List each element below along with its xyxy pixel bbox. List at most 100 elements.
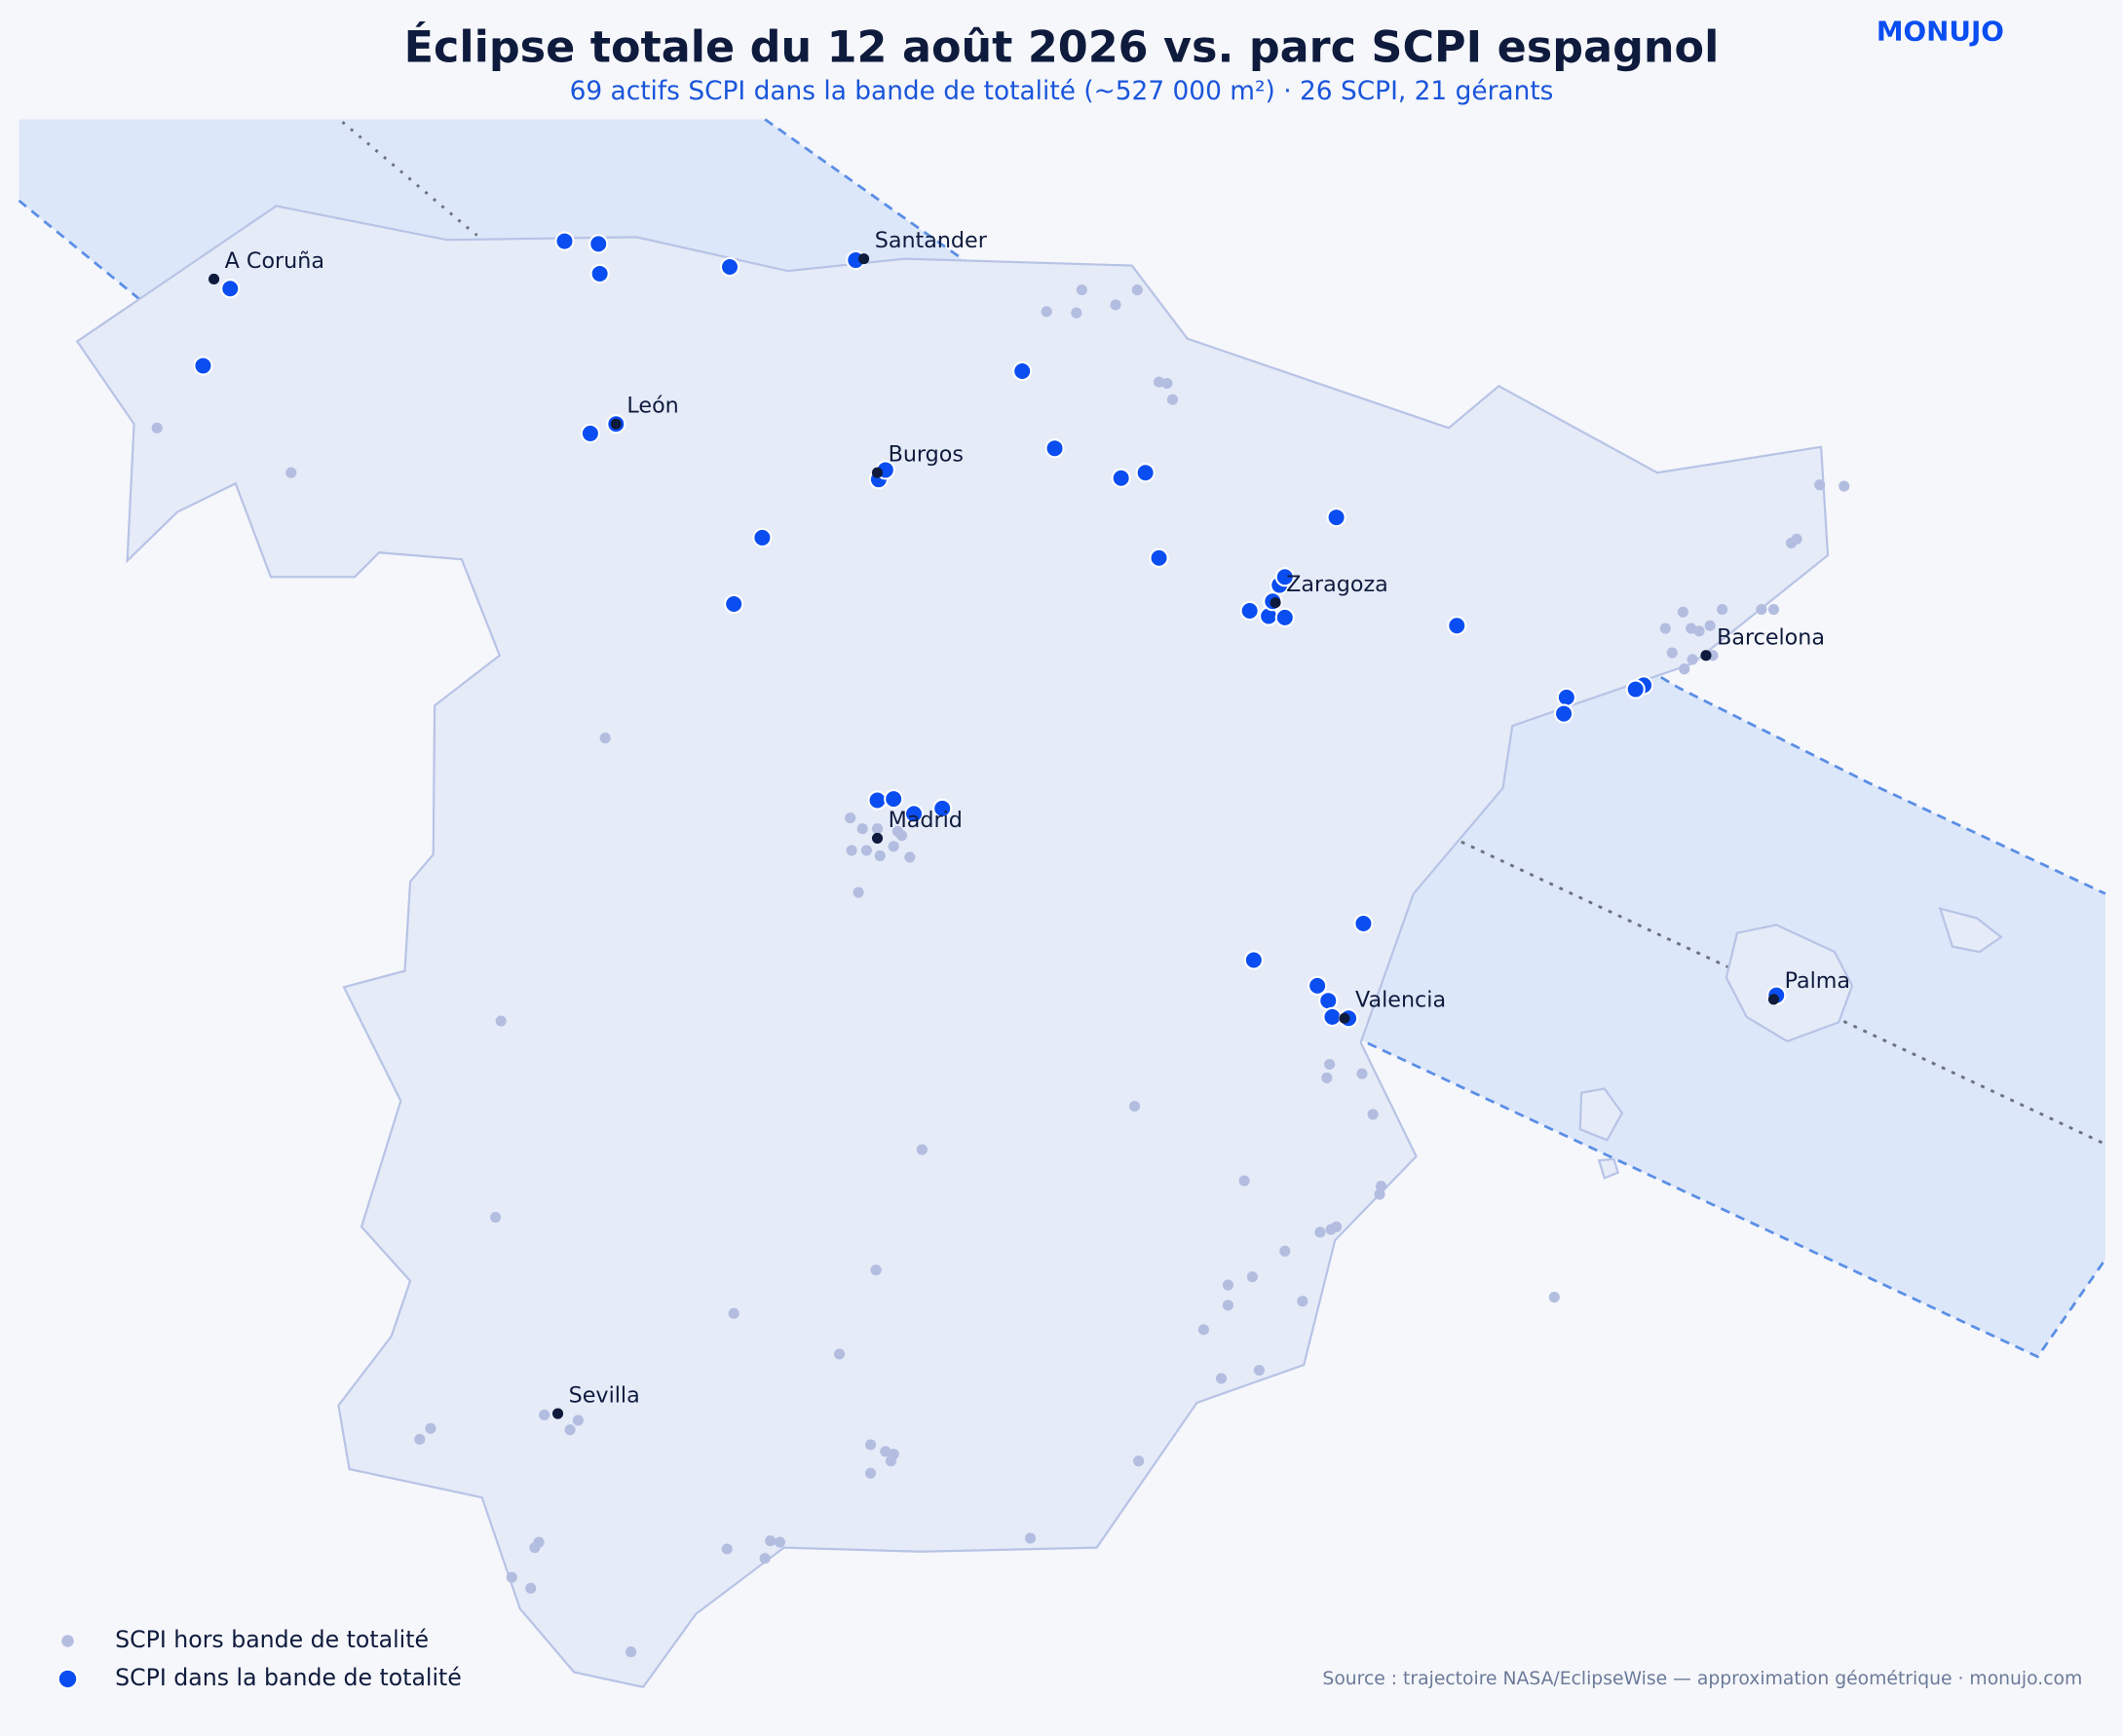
city-label: Zaragoza	[1286, 572, 1388, 597]
scpi-outside	[845, 812, 856, 824]
city-label: Santander	[875, 228, 988, 253]
scpi-outside	[564, 1424, 576, 1436]
scpi-inside	[1044, 438, 1065, 459]
scpi-outside	[1297, 1296, 1308, 1307]
brand: MONUJO	[1877, 16, 2004, 48]
scpi-outside	[870, 1264, 882, 1276]
mallorca	[1725, 924, 1854, 1043]
scpi-inside	[580, 423, 600, 443]
scpi-outside	[864, 1467, 877, 1479]
scpi-outside	[151, 422, 163, 434]
scpi-inside	[1012, 360, 1033, 382]
scpi-outside	[1253, 1365, 1265, 1377]
scpi-outside	[1767, 604, 1780, 616]
scpi-outside	[1222, 1279, 1233, 1291]
city-marker	[610, 418, 622, 430]
formentera	[1597, 1157, 1620, 1180]
scpi-outside	[1693, 625, 1705, 637]
band-north-edge	[764, 118, 2106, 895]
scpi-outside	[1215, 1373, 1228, 1384]
city-marker	[1767, 994, 1780, 1005]
scpi-outside	[853, 887, 864, 898]
city-label: Sevilla	[569, 1382, 640, 1408]
menorca	[1938, 907, 2003, 954]
scpi-outside	[1677, 606, 1688, 618]
scpi-outside	[1041, 306, 1052, 318]
scpi-inside	[752, 527, 773, 547]
city-marker	[209, 273, 220, 285]
scpi-outside	[572, 1415, 584, 1426]
scpi-outside	[1375, 1181, 1387, 1192]
scpi-outside	[539, 1409, 550, 1420]
scpi-outside	[490, 1211, 502, 1224]
scpi-outside	[1110, 299, 1121, 311]
scpi-outside	[765, 1535, 777, 1547]
scpi-outside	[1153, 376, 1165, 388]
scpi-outside	[860, 845, 872, 856]
scpi-outside	[1324, 1058, 1336, 1071]
scpi-outside	[856, 823, 868, 835]
scpi-outside	[759, 1553, 771, 1565]
scpi-outside	[495, 1015, 507, 1027]
scpi-outside	[1791, 533, 1802, 545]
legend-label: SCPI hors bande de totalité	[115, 1626, 429, 1653]
scpi-outside	[1279, 1245, 1291, 1257]
title: Éclipse totale du 12 août 2026 vs. parc …	[404, 21, 1720, 73]
city-label: León	[626, 394, 678, 419]
scpi-outside	[1839, 480, 1850, 492]
scpi-outside	[1024, 1532, 1037, 1544]
scpi-inside	[1318, 991, 1339, 1011]
spain	[75, 205, 1830, 1688]
scpi-outside	[1367, 1109, 1379, 1120]
scpi-inside	[932, 798, 953, 818]
scpi-inside	[588, 234, 609, 254]
scpi-outside	[626, 1646, 637, 1658]
scpi-inside	[1322, 1006, 1343, 1027]
scpi-inside	[1243, 950, 1264, 970]
scpi-outside	[885, 1455, 896, 1467]
city-marker	[1270, 597, 1281, 609]
scpi-outside	[774, 1536, 786, 1548]
scpi-outside	[874, 849, 886, 862]
subtitle: 69 actifs SCPI dans la bande de totalité…	[570, 76, 1554, 106]
source: Source : trajectoire NASA/EclipseWise — …	[1322, 1669, 2082, 1689]
scpi-inside	[589, 263, 610, 284]
scpi-outside	[846, 845, 857, 856]
scpi-inside	[1625, 679, 1646, 699]
city-label: Barcelona	[1717, 624, 1825, 650]
scpi-inside	[1111, 468, 1131, 488]
scpi-inside	[1308, 975, 1328, 996]
scpi-inside	[867, 790, 888, 811]
scpi-outside	[414, 1433, 426, 1445]
scpi-inside	[1135, 463, 1156, 483]
scpi-inside	[724, 593, 744, 615]
scpi-outside	[506, 1571, 517, 1583]
scpi-inside	[220, 279, 241, 299]
scpi-outside	[864, 1439, 877, 1451]
scpi-outside	[1659, 623, 1671, 634]
scpi-outside	[1356, 1068, 1368, 1079]
scpi-outside	[1071, 307, 1082, 319]
city-marker	[1339, 1012, 1350, 1024]
scpi-inside	[1274, 607, 1295, 627]
scpi-inside	[1447, 616, 1467, 636]
city-marker	[871, 467, 884, 478]
scpi-outside	[599, 733, 611, 744]
scpi-outside	[1756, 604, 1767, 616]
legend-label: SCPI dans la bande de totalité	[115, 1664, 462, 1691]
scpi-outside	[871, 823, 884, 835]
ibiza	[1578, 1087, 1624, 1142]
scpi-outside	[1687, 654, 1698, 665]
scpi-inside	[1556, 687, 1576, 707]
scpi-inside	[554, 231, 575, 251]
scpi-inside	[1353, 913, 1374, 934]
band-south-edge	[18, 199, 2107, 1359]
scpi-inside	[1326, 508, 1346, 528]
scpi-outside	[728, 1307, 739, 1319]
scpi-inside	[1239, 600, 1260, 622]
scpi-outside	[916, 1144, 928, 1155]
scpi-outside	[1128, 1101, 1141, 1113]
scpi-outside	[1666, 647, 1678, 659]
scpi-outside	[721, 1543, 733, 1555]
